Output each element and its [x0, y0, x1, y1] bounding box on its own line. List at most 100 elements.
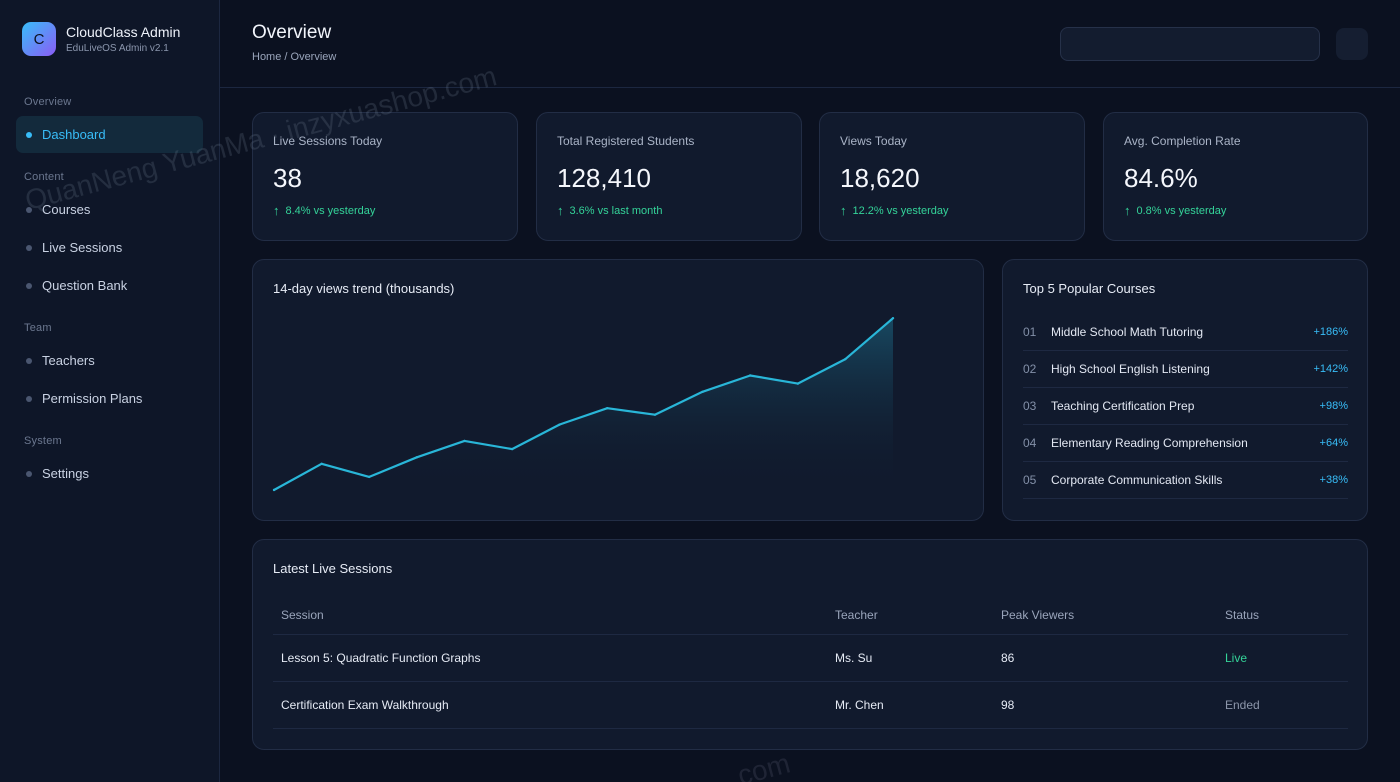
stat-change-text: 3.6% vs last month	[569, 204, 663, 217]
active-dot-icon	[26, 131, 32, 138]
course-row[interactable]: 05 Corporate Communication Skills +38%	[1023, 462, 1348, 499]
trend-point	[368, 475, 371, 479]
dot-icon	[26, 470, 32, 477]
course-name: Middle School Math Tutoring	[1051, 325, 1204, 339]
trend-point	[891, 316, 895, 320]
sidebar-item-live-sessions[interactable]: Live Sessions	[16, 229, 203, 266]
top-courses-title: Top 5 Popular Courses	[1023, 281, 1156, 296]
sidebar-item-settings[interactable]: Settings	[16, 455, 203, 492]
table-row[interactable]: Lesson 5: Quadratic Function Graphs Ms. …	[273, 634, 1348, 682]
nav-section-content: Content	[24, 171, 64, 183]
page-title: Overview	[252, 22, 332, 43]
arrow-up-icon: ↑	[1124, 203, 1131, 218]
trend-point	[272, 488, 276, 492]
stat-label: Views Today	[840, 134, 907, 148]
trend-area	[274, 318, 893, 490]
trend-point	[510, 447, 514, 451]
course-name: High School English Listening	[1051, 362, 1210, 376]
stat-value: 38	[273, 163, 302, 193]
sidebar-item-teachers[interactable]: Teachers	[16, 342, 203, 379]
trend-point	[796, 382, 799, 385]
stat-value: 18,620	[840, 163, 920, 193]
header-action-button[interactable]	[1336, 28, 1368, 60]
stat-change-text: 12.2% vs yesterday	[852, 204, 949, 217]
course-row[interactable]: 03 Teaching Certification Prep +98%	[1023, 388, 1348, 425]
course-growth: +64%	[1319, 437, 1348, 449]
column-header-teacher[interactable]: Teacher	[827, 596, 993, 635]
brand-name: CloudClass Admin	[66, 23, 181, 40]
sidebar-item-label: Teachers	[42, 353, 95, 368]
stat-card-completion: Avg. Completion Rate 84.6% ↑ 0.8% vs yes…	[1103, 112, 1368, 241]
table-row[interactable]: Certification Exam Walkthrough Mr. Chen …	[273, 681, 1348, 729]
dot-icon	[26, 282, 32, 289]
sidebar-item-permission-plans[interactable]: Permission Plans	[16, 380, 203, 417]
chart-title: 14-day views trend (thousands)	[273, 281, 455, 296]
sidebar-item-dashboard[interactable]: Dashboard	[16, 116, 203, 153]
column-header-status[interactable]: Status	[1217, 596, 1348, 635]
stat-value: 84.6%	[1124, 163, 1198, 193]
stat-label: Total Registered Students	[557, 134, 695, 148]
course-name: Elementary Reading Comprehension	[1051, 436, 1248, 450]
session-name: Certification Exam Walkthrough	[273, 681, 827, 729]
nav-section-team: Team	[24, 322, 52, 334]
dot-icon	[26, 206, 32, 213]
sidebar-item-label: Question Bank	[42, 278, 128, 293]
column-header-peak-viewers[interactable]: Peak Viewers	[993, 596, 1217, 635]
dot-icon	[26, 357, 32, 364]
arrow-up-icon: ↑	[273, 203, 280, 218]
stat-card-students: Total Registered Students 128,410 ↑ 3.6%…	[536, 112, 802, 241]
course-row[interactable]: 04 Elementary Reading Comprehension +64%	[1023, 425, 1348, 462]
brand-logo: C	[22, 22, 56, 56]
session-peak: 86	[993, 634, 1217, 682]
breadcrumb[interactable]: Home / Overview	[252, 51, 337, 63]
column-header-session[interactable]: Session	[273, 596, 827, 635]
status-badge: Live	[1217, 634, 1348, 682]
top-courses-card: Top 5 Popular Courses 01 Middle School M…	[1002, 259, 1368, 521]
sidebar-item-question-bank[interactable]: Question Bank	[16, 267, 203, 304]
course-row[interactable]: 01 Middle School Math Tutoring +186%	[1023, 314, 1348, 351]
watermark-partial: .com	[726, 747, 794, 782]
course-growth: +142%	[1313, 363, 1348, 375]
views-trend-card: 14-day views trend (thousands)	[252, 259, 984, 521]
course-rank: 02	[1023, 362, 1037, 376]
stat-change: ↑ 12.2% vs yesterday	[840, 203, 949, 218]
course-name: Teaching Certification Prep	[1051, 399, 1195, 413]
views-trend-chart	[272, 316, 895, 492]
session-peak: 98	[993, 681, 1217, 729]
search-input[interactable]	[1060, 27, 1320, 61]
stat-label: Live Sessions Today	[273, 134, 383, 148]
arrow-up-icon: ↑	[840, 203, 847, 218]
brand: C CloudClass Admin EduLiveOS Admin v2.1	[22, 22, 180, 56]
course-growth: +98%	[1319, 400, 1348, 412]
session-teacher: Ms. Su	[827, 634, 993, 682]
trend-point	[844, 357, 847, 361]
course-growth: +186%	[1313, 326, 1348, 338]
stat-change-text: 0.8% vs yesterday	[1136, 204, 1227, 217]
status-badge: Ended	[1217, 681, 1348, 729]
course-name: Corporate Communication Skills	[1051, 473, 1223, 487]
stat-label: Avg. Completion Rate	[1124, 134, 1241, 148]
trend-line	[273, 317, 894, 491]
session-name: Lesson 5: Quadratic Function Graphs	[273, 634, 827, 682]
trend-point	[653, 413, 657, 416]
sidebar-item-label: Settings	[42, 466, 89, 481]
arrow-up-icon: ↑	[557, 203, 564, 218]
trend-point	[558, 423, 561, 426]
sidebar-item-label: Courses	[42, 202, 91, 217]
stat-change-text: 8.4% vs yesterday	[285, 204, 376, 217]
trend-point	[701, 390, 704, 394]
nav-section-overview: Overview	[24, 96, 72, 108]
table-header-row: Session Teacher Peak Viewers Status	[273, 596, 1348, 635]
sidebar-item-label: Permission Plans	[42, 391, 143, 406]
course-row[interactable]: 02 High School English Listening +142%	[1023, 351, 1348, 388]
brand-subtitle: EduLiveOS Admin v2.1	[66, 42, 169, 54]
brand-text: CloudClass Admin EduLiveOS Admin v2.1	[66, 23, 180, 56]
stat-card-live-sessions: Live Sessions Today 38 ↑ 8.4% vs yesterd…	[252, 112, 518, 241]
sidebar-item-label: Dashboard	[42, 127, 106, 142]
course-rank: 05	[1023, 473, 1037, 487]
sidebar-item-courses[interactable]: Courses	[16, 191, 203, 228]
stat-value: 128,410	[557, 163, 651, 193]
trend-point	[748, 374, 752, 377]
latest-sessions-card: Latest Live Sessions Session Teacher Pea…	[252, 539, 1368, 750]
dot-icon	[26, 395, 32, 402]
